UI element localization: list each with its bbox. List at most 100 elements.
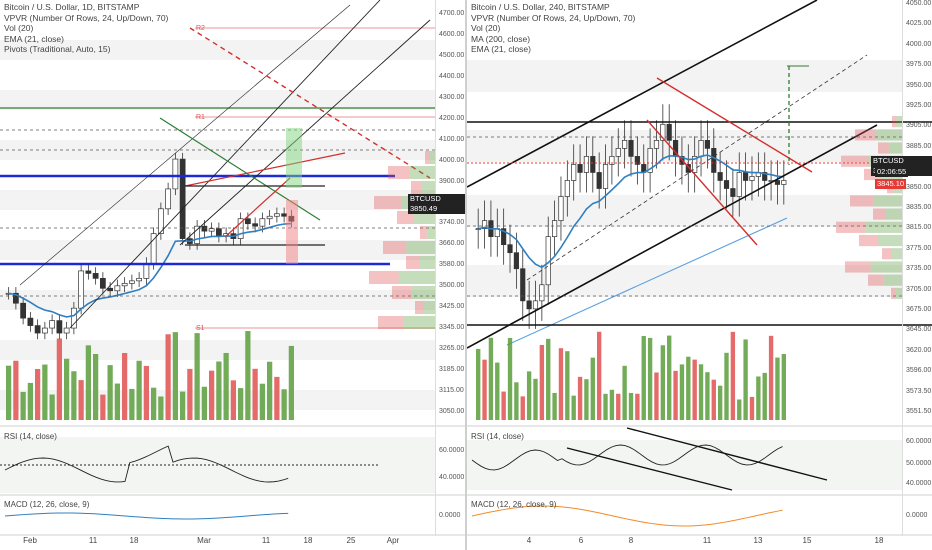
volume-bar [673,370,678,420]
vpvr-bar [836,221,866,233]
candle [647,148,653,173]
candle [723,180,730,189]
candle [281,213,288,217]
left-x-label: 11 [88,536,98,545]
volume-bar [495,362,500,420]
volume-bar [762,372,767,420]
candle [609,156,615,165]
sub-tick-label: 40.0000 [906,480,932,487]
target-down-box [286,200,298,264]
candle [552,220,558,237]
right-legend: Bitcoin / U.S. Dollar, 240, BITSTAMP VPV… [471,2,635,55]
left-price-tag: BTCUSD 3850.49 [408,194,465,214]
candle [628,140,634,157]
volume-bar [692,359,697,420]
candle [56,320,63,334]
candle [666,123,672,141]
volume-bar [781,354,786,420]
channel-line [467,0,818,188]
left-x-axis: Feb 11 18 Mar 11 18 25 Apr [0,536,435,550]
wedge-line [656,77,813,173]
chart-divider [465,0,467,550]
right-x-label: 15 [802,536,812,545]
candle [532,300,539,310]
volume-bar [717,385,723,420]
candle [520,268,526,302]
ema-line [478,154,784,269]
volume-bar [514,382,519,420]
left-chart-pane[interactable]: R2 R1 S1 Bitcoin / U.S. Dollar, 1D, BITSTA… [0,0,465,550]
volume-bar [526,371,532,420]
right-price-chart[interactable] [467,0,932,550]
candle [501,228,507,246]
price-tick-label: 4200.00 [439,114,465,122]
volume-bar [122,352,128,420]
candle [252,223,259,227]
candle [107,287,114,292]
price-tick-label: 4000.00 [439,156,465,164]
channel-line [179,19,431,246]
right-x-axis: 4 6 8 11 13 15 18 [467,536,902,550]
right-chart-pane[interactable]: Bitcoin / U.S. Dollar, 240, BITSTAMP VPV… [467,0,932,550]
candle [730,188,736,197]
candle [41,327,48,334]
volume-bar [501,391,506,420]
candle [711,148,717,173]
price-tick-label: 3580.00 [439,261,465,269]
candle [237,218,244,239]
vpvr-bar [421,181,435,194]
vpvr-bar [859,234,879,247]
volume-bar [749,396,755,420]
candle [70,307,77,329]
price-tick-label: 4300.00 [439,93,465,101]
volume-bar [288,345,294,420]
macd-line [4,512,289,520]
price-tick-label: 4050.00 [906,0,932,7]
left-price-axis[interactable]: 4700.00 4600.00 4500.00 4400.00 4300.00 4200.… [435,0,465,536]
left-x-label: Mar [197,536,211,545]
vpvr-bar [841,155,869,167]
left-legend-vpvr: VPVR (Number Of Rows, 24, Up/Down, 70) [4,12,169,23]
vpvr-bar [888,142,902,154]
candle [481,220,488,229]
price-tick-label: 3835.00 [906,204,932,211]
volume-bar [616,393,621,420]
sub-tick-label: 60.0000 [439,447,465,454]
volume-bar [100,394,106,420]
candle [121,282,128,287]
right-price-axis[interactable]: 4050.00 4025.00 4000.00 3975.00 3950.00 3925.… [902,0,932,536]
price-tick-label: 4600.00 [439,30,465,38]
price-tick-label: 3950.00 [906,81,932,89]
candle [157,208,164,234]
candle [128,280,135,284]
ema-line [8,222,292,318]
grid-band [467,60,902,92]
vpvr-bar [878,142,889,154]
price-tick-label: 3850.00 [906,183,932,191]
rsi-line [471,444,783,471]
volume-bar [42,364,48,420]
candle [12,292,19,304]
vpvr-bar [415,301,424,314]
vpvr-bar [850,195,874,207]
price-tick-label: 3740.00 [439,219,465,227]
candle [143,263,150,279]
volume-bar [488,337,494,420]
candle [179,158,186,239]
volume-bar [114,383,120,420]
volume-bar [35,368,41,420]
candle [660,123,666,141]
price-tick-label: 3660.00 [439,240,465,248]
volume-bar [85,345,91,420]
left-x-label: Feb [23,536,37,545]
candle [774,180,781,185]
trend-line [224,177,291,238]
candle [114,285,121,292]
rsi-trendline [566,447,733,491]
candle [215,228,222,237]
candle [704,140,710,149]
left-price-chart[interactable]: R2 R1 S1 [0,0,465,550]
vpvr-bar [855,129,877,141]
volume-bar [476,348,481,420]
candle [564,180,570,197]
